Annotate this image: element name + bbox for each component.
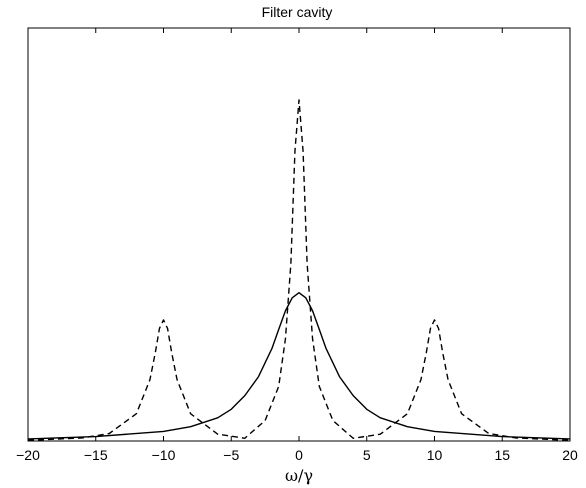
x-tick-label: 10 (427, 447, 443, 463)
plot-frame (27, 27, 571, 442)
x-tick-label: −20 (16, 447, 40, 463)
series-solid-line (27, 291, 571, 440)
x-tick-label: 5 (363, 447, 371, 463)
series-dashed-line (27, 99, 571, 442)
x-tick-labels: −20 −15 −10 −5 0 5 10 15 20 (16, 447, 578, 463)
x-tick-label: 0 (295, 447, 303, 463)
x-ticks (27, 28, 571, 441)
x-tick-label: −10 (152, 447, 176, 463)
x-tick-label: 20 (562, 447, 578, 463)
x-axis-label: ω/γ (285, 466, 313, 485)
x-tick-label: −15 (84, 447, 108, 463)
chart-title: Filter cavity (262, 4, 333, 20)
x-tick-label: 15 (494, 447, 510, 463)
x-tick-label: −5 (223, 447, 239, 463)
series-group (27, 99, 571, 442)
